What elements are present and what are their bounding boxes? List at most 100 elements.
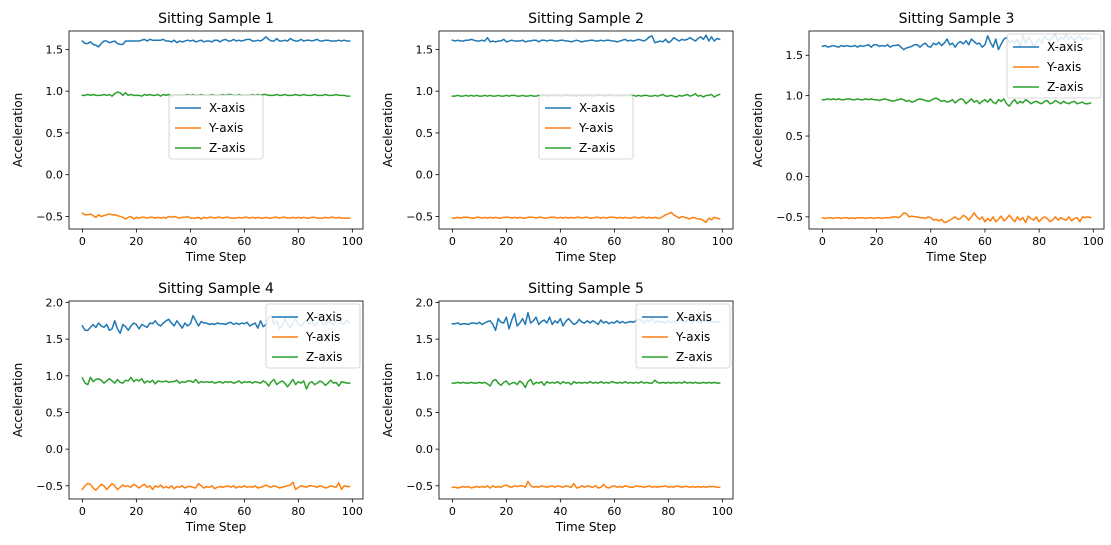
legend-label-y-axis: Y-axis <box>208 121 243 135</box>
legend-label-z-axis: Z-axis <box>579 141 615 155</box>
series-line-z-axis <box>821 97 1092 107</box>
x-tick-label: 60 <box>237 505 251 518</box>
subplot-3: 0 20 40 60 80 100 −0.5 0.0 0.5 1.0 1.5 Sitting Samp… <box>751 11 1105 264</box>
y-tick-label: 0.5 <box>786 130 804 143</box>
x-tick-label: 20 <box>129 235 143 248</box>
subplot-title: Sitting Sample 3 <box>899 11 1015 27</box>
series-line-z-axis <box>451 378 721 389</box>
x-tick-label: 100 <box>342 235 363 248</box>
y-tick-label: 1.5 <box>786 49 804 62</box>
subplot-5: 0 20 40 60 80 100 −0.5 0.0 0.5 1.0 1.5 2.0 Sitting S… <box>381 281 734 534</box>
subplot-title: Sitting Sample 1 <box>158 11 274 27</box>
x-tick-label: 80 <box>291 505 305 518</box>
legend-box <box>635 303 731 369</box>
x-tick-label: 0 <box>449 505 456 518</box>
x-tick-label: 40 <box>183 505 197 518</box>
subplot-1: 0 20 40 60 80 100 −0.5 0.0 0.5 1.0 1.5 Sitting Samp… <box>11 11 364 264</box>
series-line-y-axis <box>81 212 351 220</box>
legend-box <box>265 303 361 369</box>
subplot-4: 0 20 40 60 80 100 −0.5 0.0 0.5 1.0 1.5 2.0 Sitting S… <box>11 281 364 534</box>
x-tick-label: 0 <box>79 505 86 518</box>
legend-label-x-axis: X-axis <box>676 310 712 324</box>
legend-box <box>1006 33 1102 99</box>
y-tick-label: 1.5 <box>416 333 434 346</box>
legend: X-axis Y-axis Z-axis <box>635 303 731 369</box>
series-line-y-axis <box>821 212 1092 224</box>
legend-label-x-axis: X-axis <box>579 101 615 115</box>
axes-frame <box>438 300 734 500</box>
legend-label-z-axis: Z-axis <box>209 141 245 155</box>
axes-frame <box>438 30 734 230</box>
y-axis-label: Acceleration <box>11 93 25 168</box>
y-tick-label: 0.0 <box>416 169 434 182</box>
x-axis-label: Time Step <box>185 520 247 534</box>
x-axis-label: Time Step <box>555 520 617 534</box>
series-line-z-axis <box>81 376 351 390</box>
y-tick-label: 0.5 <box>46 127 64 140</box>
x-tick-label: 40 <box>553 505 567 518</box>
series-line-y-axis <box>451 480 721 489</box>
subplot-2: 0 20 40 60 80 100 −0.5 0.0 0.5 1.0 1.5 Sitting Samp… <box>381 11 734 264</box>
subplot-title: Sitting Sample 4 <box>158 281 274 297</box>
legend-box <box>168 94 264 160</box>
axes-frame <box>68 30 364 230</box>
y-axis-label: Acceleration <box>381 363 395 438</box>
legend-label-z-axis: Z-axis <box>1047 80 1083 94</box>
series-line-x-axis <box>81 36 351 48</box>
x-axis-label: Time Step <box>925 250 987 264</box>
legend-label-y-axis: Y-axis <box>305 330 340 344</box>
legend-box <box>538 94 634 160</box>
x-tick-label: 20 <box>129 505 143 518</box>
x-tick-label: 100 <box>712 505 733 518</box>
x-tick-label: 80 <box>661 235 675 248</box>
legend-label-y-axis: Y-axis <box>578 121 613 135</box>
y-tick-label: 2.0 <box>416 296 434 309</box>
x-tick-label: 60 <box>978 235 992 248</box>
x-tick-label: 100 <box>342 505 363 518</box>
y-tick-label: 1.0 <box>416 85 434 98</box>
y-tick-label: 0.5 <box>416 127 434 140</box>
x-axis-label: Time Step <box>555 250 617 264</box>
x-tick-label: 20 <box>870 235 884 248</box>
legend-label-x-axis: X-axis <box>209 101 245 115</box>
x-tick-label: 0 <box>79 235 86 248</box>
x-tick-label: 40 <box>553 235 567 248</box>
y-tick-label: 1.0 <box>46 85 64 98</box>
y-tick-label: 0.0 <box>416 443 434 456</box>
x-axis-label: Time Step <box>185 250 247 264</box>
y-tick-label: −0.5 <box>36 210 63 223</box>
y-tick-label: −0.5 <box>406 210 433 223</box>
y-tick-label: 1.5 <box>46 43 64 56</box>
axes-frame <box>808 30 1105 230</box>
y-tick-label: 0.0 <box>46 169 64 182</box>
y-tick-label: 1.0 <box>786 90 804 103</box>
legend: X-axis Y-axis Z-axis <box>1006 33 1102 99</box>
x-tick-label: 60 <box>607 235 621 248</box>
subplot-title: Sitting Sample 2 <box>528 11 644 27</box>
x-tick-label: 0 <box>819 235 826 248</box>
subplot-title: Sitting Sample 5 <box>528 281 644 297</box>
legend: X-axis Y-axis Z-axis <box>168 94 264 160</box>
y-tick-label: 1.0 <box>46 370 64 383</box>
x-tick-label: 40 <box>183 235 197 248</box>
x-tick-label: 80 <box>1032 235 1046 248</box>
legend-label-y-axis: Y-axis <box>675 330 710 344</box>
series-line-y-axis <box>81 481 351 491</box>
x-tick-label: 100 <box>1083 235 1104 248</box>
y-tick-label: 1.0 <box>416 370 434 383</box>
legend: X-axis Y-axis Z-axis <box>538 94 634 160</box>
y-tick-label: −0.5 <box>406 480 433 493</box>
legend-label-z-axis: Z-axis <box>676 350 712 364</box>
x-tick-label: 80 <box>291 235 305 248</box>
y-axis-label: Acceleration <box>751 93 765 168</box>
legend-label-y-axis: Y-axis <box>1046 60 1081 74</box>
y-tick-label: 0.0 <box>46 443 64 456</box>
x-tick-label: 20 <box>499 235 513 248</box>
legend-label-x-axis: X-axis <box>306 310 342 324</box>
y-axis-label: Acceleration <box>11 363 25 438</box>
legend-label-z-axis: Z-axis <box>306 350 342 364</box>
y-tick-label: −0.5 <box>36 480 63 493</box>
x-tick-label: 60 <box>237 235 251 248</box>
y-tick-label: −0.5 <box>776 211 803 224</box>
